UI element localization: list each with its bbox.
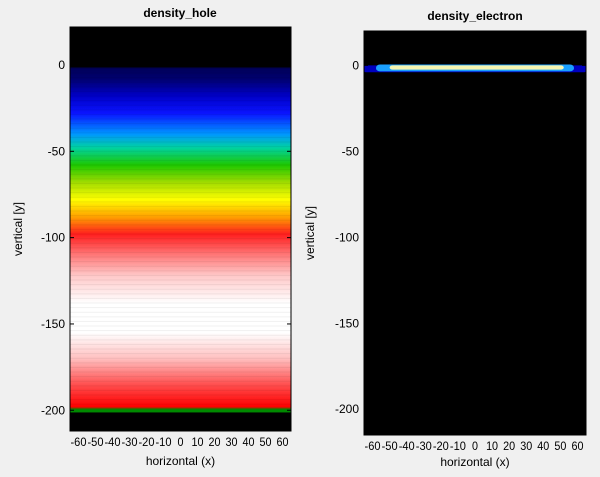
x-axis-label: horizontal (x): [440, 455, 509, 469]
y-tick-label: 0: [58, 58, 65, 72]
x-tick-label: 30: [226, 435, 238, 449]
y-tick-label: -50: [48, 144, 66, 158]
density-hole-panel: density_hole 0 -50 -100 -150 -200 -60 -50 -40 -30…: [0, 0, 299, 477]
x-tick-label: -20: [139, 435, 155, 449]
x-tick-label: -30: [416, 439, 432, 453]
x-tick-label: 50: [260, 435, 272, 449]
x-axis-label: horizontal (x): [146, 454, 215, 468]
x-tick-label: 0: [178, 435, 184, 449]
y-tick-label: -150: [335, 316, 359, 330]
x-tick-label: 30: [520, 439, 532, 453]
x-tick-label: -10: [450, 439, 466, 453]
y-axis-label: vertical [y]: [303, 206, 317, 260]
y-tick-label: -50: [342, 144, 360, 158]
x-tick-label: 10: [486, 439, 498, 453]
y-tick-label: -100: [41, 231, 65, 245]
x-tick-label: 20: [503, 439, 515, 453]
y-tick-label: -100: [335, 230, 359, 244]
density-field: [70, 27, 291, 431]
x-tick-label: -20: [433, 439, 449, 453]
x-tick-label: -60: [365, 439, 381, 453]
x-tick-label: 20: [209, 435, 221, 449]
x-tick-label: 50: [554, 439, 566, 453]
y-tick-label: -150: [41, 317, 65, 331]
x-tick-label: 10: [192, 435, 204, 449]
x-tick-label: 40: [243, 435, 255, 449]
x-tick-label: -50: [88, 435, 104, 449]
x-tick-label: -50: [382, 439, 398, 453]
y-tick-label: -200: [41, 403, 65, 417]
x-tick-label: -30: [122, 435, 138, 449]
x-tick-label: -40: [105, 435, 121, 449]
chart-title: density_hole: [143, 6, 217, 20]
x-tick-label: 60: [277, 435, 289, 449]
y-tick-label: -200: [335, 402, 359, 416]
chart-title: density_electron: [427, 9, 522, 23]
electron-band-core: [389, 65, 564, 70]
density-electron-panel: density_electron 0 -50 -100 -150 -200 -60 -50 -4…: [299, 0, 600, 477]
x-tick-label: -60: [71, 435, 87, 449]
density-field: [364, 31, 586, 435]
y-tick-label: 0: [352, 58, 359, 72]
x-tick-label: -40: [399, 439, 415, 453]
x-tick-label: 40: [537, 439, 549, 453]
y-axis-label: vertical [y]: [11, 202, 25, 256]
x-tick-label: 60: [571, 439, 583, 453]
x-tick-label: 0: [472, 439, 478, 453]
x-tick-label: -10: [156, 435, 172, 449]
